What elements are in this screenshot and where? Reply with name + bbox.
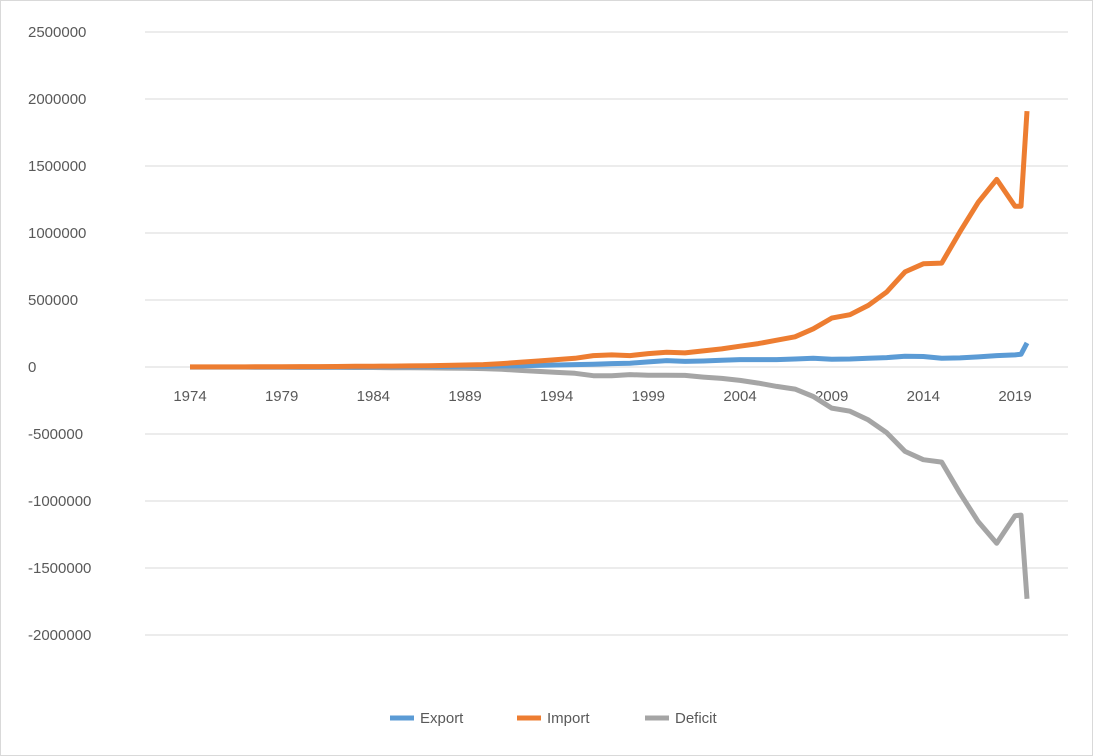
legend-label-import: Import xyxy=(547,710,590,727)
x-tick-label: 1994 xyxy=(540,388,573,405)
x-axis-tick-labels: 1974 1979 1984 1989 1994 1999 2004 2009 2014 2019 xyxy=(173,388,1031,405)
y-tick-label: 0 xyxy=(28,359,36,376)
y-axis-tick-labels: 2500000 2000000 1500000 1000000 500000 0 -5000… xyxy=(28,24,91,644)
y-tick-label: 2000000 xyxy=(28,91,86,108)
x-tick-label: 1979 xyxy=(265,388,298,405)
x-tick-label: 1999 xyxy=(632,388,665,405)
series-lines xyxy=(190,110,1030,599)
x-tick-label: 1974 xyxy=(173,388,206,405)
x-tick-label: 2019 xyxy=(998,388,1031,405)
legend-label-export: Export xyxy=(420,710,464,727)
x-tick-label: 1989 xyxy=(448,388,481,405)
y-tick-label: 2500000 xyxy=(28,24,86,41)
y-tick-label: 1500000 xyxy=(28,158,86,175)
y-tick-label: -1500000 xyxy=(28,560,91,577)
y-tick-label: 1000000 xyxy=(28,225,86,242)
legend-label-deficit: Deficit xyxy=(675,710,718,727)
x-tick-label: 2004 xyxy=(723,388,756,405)
series-line-deficit xyxy=(190,364,1030,599)
x-tick-label: 1984 xyxy=(357,388,390,405)
legend: Export Import Deficit xyxy=(390,710,718,727)
series-line-import xyxy=(190,110,1030,370)
y-tick-label: -500000 xyxy=(28,426,83,443)
x-tick-label: 2014 xyxy=(907,388,940,405)
gridlines xyxy=(145,31,1068,636)
y-tick-label: 500000 xyxy=(28,292,78,309)
y-tick-label: -1000000 xyxy=(28,493,91,510)
y-tick-label: -2000000 xyxy=(28,627,91,644)
